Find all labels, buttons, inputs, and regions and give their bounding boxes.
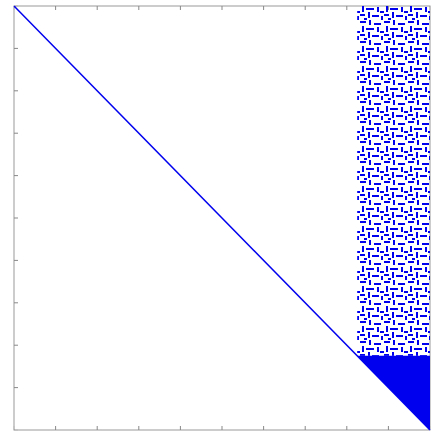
diagonal bbox=[13, 5, 431, 431]
sparse-block bbox=[357, 6, 430, 356]
